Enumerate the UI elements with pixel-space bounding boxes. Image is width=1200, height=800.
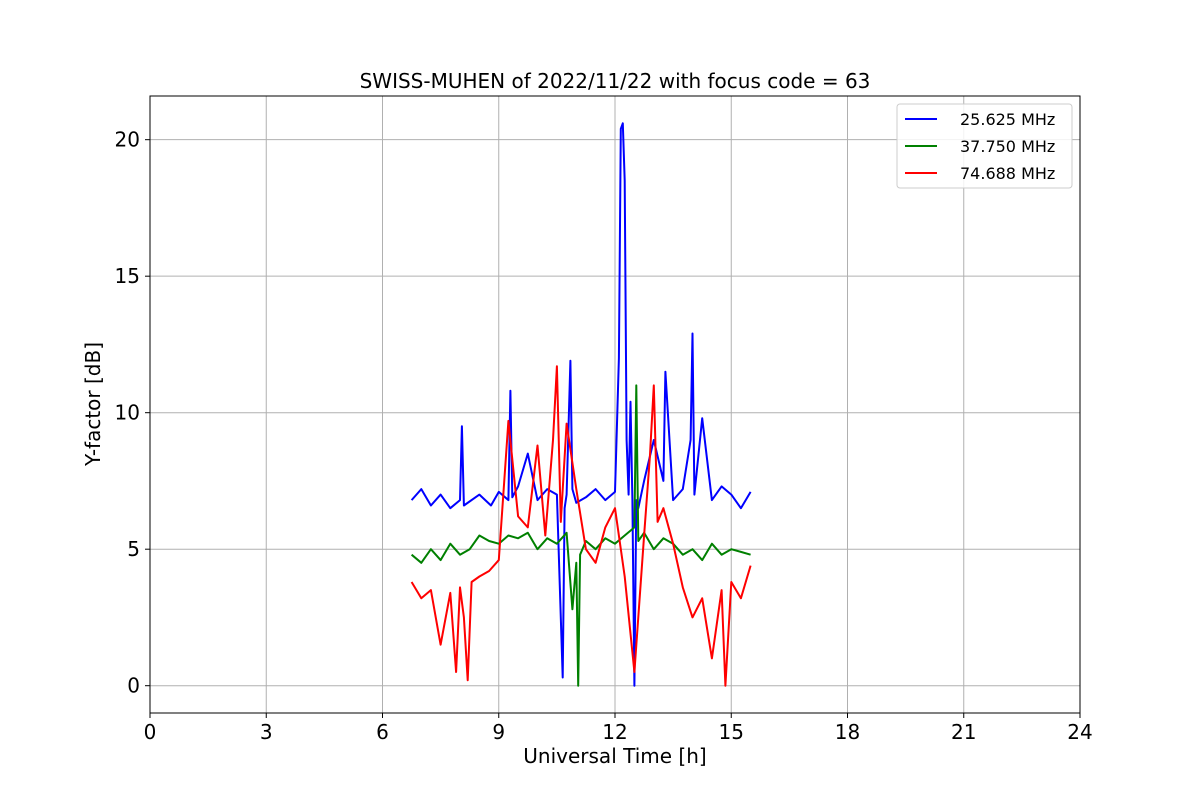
legend: 25.625 MHz 37.750 MHz 74.688 MHz xyxy=(896,103,1073,189)
x-tick-label: 6 xyxy=(376,720,389,744)
tick-layer: 0 3 6 9 12 15 18 21 24 0 5 10 15 20 xyxy=(115,128,1093,744)
series-line-3 xyxy=(410,365,752,687)
series-layer xyxy=(410,122,752,687)
y-axis-label: Y-factor [dB] xyxy=(81,342,105,467)
legend-label-3: 74.688 MHz xyxy=(960,164,1055,183)
series-line-2 xyxy=(410,384,751,687)
y-tick-label: 5 xyxy=(127,537,140,561)
series-line-1 xyxy=(410,122,752,687)
x-tick-label: 12 xyxy=(602,720,627,744)
x-tick-label: 21 xyxy=(951,720,976,744)
legend-box xyxy=(896,103,1073,189)
x-tick-label: 9 xyxy=(492,720,505,744)
x-tick-label: 3 xyxy=(260,720,273,744)
y-tick-label: 15 xyxy=(115,264,140,288)
chart-title: SWISS-MUHEN of 2022/11/22 with focus cod… xyxy=(360,69,871,93)
x-tick-label: 15 xyxy=(719,720,744,744)
x-tick-label: 0 xyxy=(144,720,157,744)
y-tick-label: 0 xyxy=(127,674,140,698)
legend-label-2: 37.750 MHz xyxy=(960,137,1055,156)
x-axis-label: Universal Time [h] xyxy=(523,744,706,768)
y-tick-label: 10 xyxy=(115,401,140,425)
x-tick-label: 24 xyxy=(1067,720,1092,744)
legend-label-1: 25.625 MHz xyxy=(960,110,1055,129)
x-tick-label: 18 xyxy=(835,720,860,744)
y-tick-label: 20 xyxy=(115,128,140,152)
